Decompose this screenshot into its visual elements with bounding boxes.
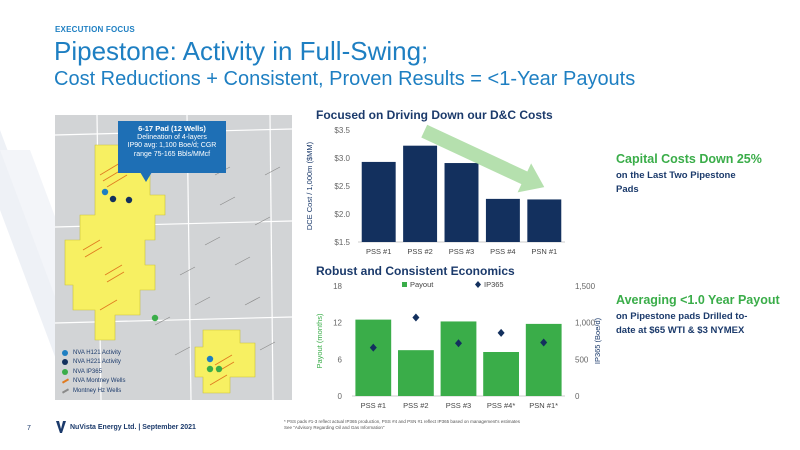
pad-callout: 6-17 Pad (12 Wells) Delineation of 4-lay… <box>118 121 226 173</box>
map-graphic <box>55 115 292 400</box>
ip365-marker <box>540 338 548 347</box>
eyebrow-label: EXECUTION FOCUS <box>55 25 135 34</box>
grey-line-icon <box>61 388 70 394</box>
x-tick-label: PSS #4 <box>490 247 515 256</box>
legend-item-ip365: NVA IP365 <box>62 367 125 377</box>
y-tick-label: $2.5 <box>334 182 350 191</box>
x-tick-label: PSS #3 <box>449 247 474 256</box>
payout-line: date at $65 WTI & $3 NYMEX <box>616 325 745 336</box>
payout-bar <box>398 350 434 396</box>
page-number: 7 <box>27 425 31 432</box>
ip365-marker <box>369 343 377 352</box>
cost-bar <box>485 198 520 242</box>
y-tick-label: 0 <box>338 392 343 401</box>
footer-company: NuVista Energy Ltd. | September 2021 <box>70 424 196 431</box>
payout-line: on Pipestone pads Drilled to- <box>616 311 748 322</box>
y-tick-label: 12 <box>333 319 342 328</box>
orange-line-icon <box>61 378 70 384</box>
green-dot-icon <box>62 368 68 375</box>
map-legend: NVA H121 Activity NVA H221 Activity NVA … <box>61 348 126 396</box>
capital-costs-text: on the Last Two Pipestone Pads <box>616 169 736 197</box>
legend-label: NVA IP365 <box>73 368 102 375</box>
footnote: * PSS pads #1-3 reflect actual IP365 pro… <box>284 419 534 431</box>
legend-label: NVA Montney Wells <box>73 378 126 385</box>
trend-arrow <box>421 124 545 193</box>
blue-dot-icon <box>62 349 68 356</box>
legend-ip365-label: IP365 <box>484 280 504 289</box>
payout-bar <box>483 352 519 396</box>
y2-tick-label: 1,000 <box>575 319 596 328</box>
y-tick-label: $1.5 <box>334 238 350 247</box>
payout-heading: Averaging <1.0 Year Payout <box>616 293 780 307</box>
legend-ip365-marker <box>475 281 481 288</box>
ip365-marker <box>455 339 462 348</box>
callout-line: IP90 avg: 1,100 Boe/d; CGR <box>127 142 217 149</box>
legend-item-nva-wells: NVA Montney Wells <box>61 377 126 387</box>
page-subtitle: Cost Reductions + Consistent, Proven Res… <box>54 68 636 90</box>
ip365-marker <box>497 328 505 337</box>
legend-payout-label: Payout <box>410 280 434 289</box>
footnote-line: See "Advisory Regarding Oil and Gas Info… <box>284 425 385 430</box>
x-tick-label: PSS #2 <box>403 401 428 410</box>
callout-line: range 75-165 Bbls/MMcf <box>133 150 211 158</box>
cost-bar <box>444 163 479 242</box>
legend-item-h121: NVA H121 Activity <box>62 348 125 358</box>
legend-label: NVA H121 Activity <box>73 349 121 356</box>
y-axis-label: DCE Cost / 1,000m ($MM) <box>305 141 314 230</box>
y2-axis-label: IP365 (Boe/d) <box>593 317 602 364</box>
payout-chart: Payout (months) IP365 (Boe/d) 0 6 12 18 0 500 1,… <box>315 280 602 410</box>
payout-bar <box>355 319 392 396</box>
page-title: Pipestone: Activity in Full-Swing; <box>54 36 429 66</box>
capital-costs-line: Pads <box>616 184 639 195</box>
x-tick-label: PSS #1 <box>361 401 386 410</box>
cost-bar <box>527 199 562 242</box>
legend-label: NVA H221 Activity <box>73 359 121 366</box>
footnote-line: * PSS pads #1-3 reflect actual IP365 pro… <box>284 419 520 424</box>
legend-item-hz-wells: Montney Hz Wells <box>61 386 125 396</box>
dc-cost-chart: DCE Cost / 1,000m ($MM) $1.5 $2.0 $2.5 $3.0 $… <box>305 124 565 256</box>
x-tick-label: PSS #3 <box>446 401 471 410</box>
nuvista-logo-icon <box>56 421 66 433</box>
callout-title: 6-17 Pad (12 Wells) <box>138 124 206 133</box>
y-tick-label: $3.0 <box>334 154 350 163</box>
payout-bar <box>525 323 562 396</box>
trend-arrow-shape <box>421 124 545 193</box>
callout-pointer <box>140 172 152 182</box>
y2-tick-label: 0 <box>575 392 580 401</box>
cost-bar <box>403 145 438 242</box>
legend-payout-swatch <box>402 282 407 287</box>
y2-tick-label: 500 <box>575 355 589 364</box>
x-tick-label: PSN #1* <box>529 401 558 410</box>
legend-label: Montney Hz Wells <box>73 387 122 394</box>
y-axis-label: Payout (months) <box>315 313 324 369</box>
cost-bar <box>361 161 396 242</box>
callout-line: Delineation of 4-layers <box>137 133 207 141</box>
chart1-title: Focused on Driving Down our D&C Costs <box>316 108 553 122</box>
chart2-title: Robust and Consistent Economics <box>316 264 515 278</box>
legend-item-h221: NVA H221 Activity <box>62 358 125 368</box>
ip365-marker <box>412 313 420 322</box>
x-tick-label: PSS #1 <box>366 247 391 256</box>
capital-costs-heading: Capital Costs Down 25% <box>616 152 762 166</box>
x-tick-label: PSN #1 <box>531 247 557 256</box>
navy-dot-icon <box>62 359 68 366</box>
capital-costs-line: on the Last Two Pipestone <box>616 170 736 181</box>
y-tick-label: $3.5 <box>334 126 350 135</box>
payout-text: on Pipestone pads Drilled to- date at $6… <box>616 310 747 338</box>
x-tick-label: PSS #2 <box>407 247 432 256</box>
y-tick-label: 18 <box>333 282 342 291</box>
x-tick-label: PSS #4* <box>487 401 515 410</box>
y-tick-label: 6 <box>338 355 343 364</box>
y-tick-label: $2.0 <box>334 210 350 219</box>
y2-tick-label: 1,500 <box>575 282 596 291</box>
payout-bar <box>440 321 477 396</box>
